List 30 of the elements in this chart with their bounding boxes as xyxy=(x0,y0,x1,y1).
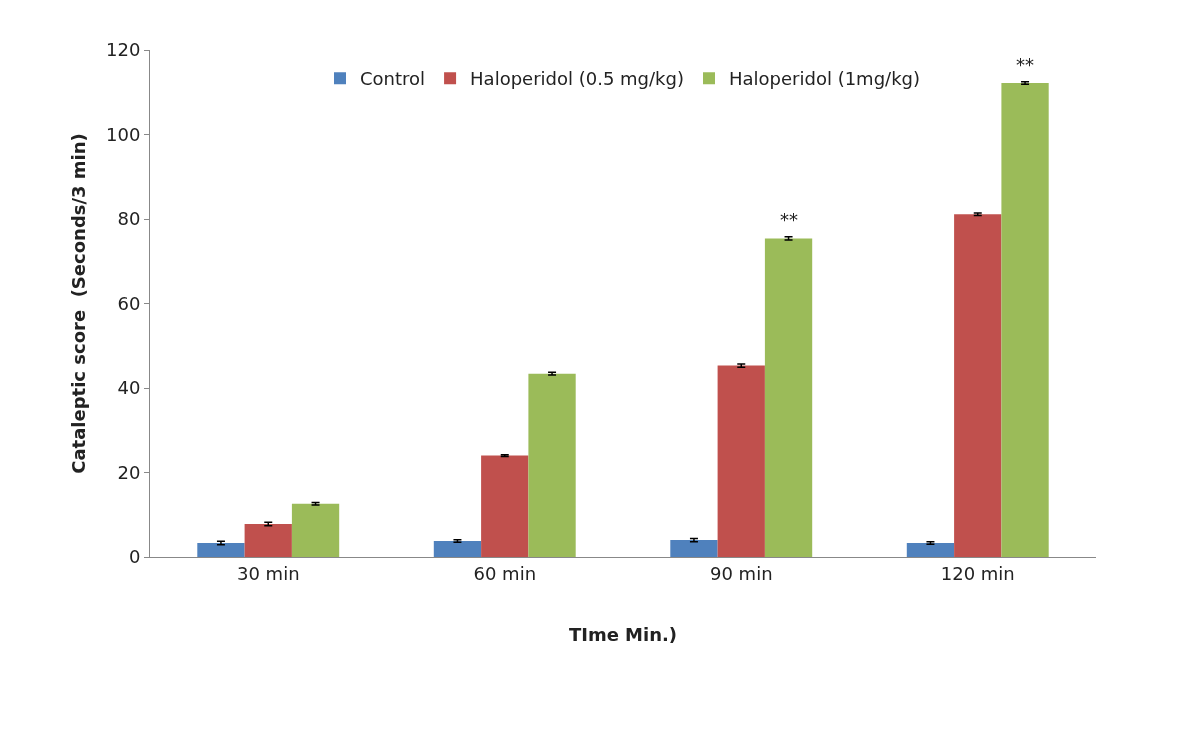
bar xyxy=(197,543,245,557)
y-tick-label: 100 xyxy=(106,123,141,145)
bar xyxy=(764,238,813,557)
legend-label: Haloperidol (1mg/kg) xyxy=(729,68,921,90)
annotation: ** xyxy=(780,209,798,230)
bar xyxy=(954,214,1002,557)
y-tick-label: 0 xyxy=(128,546,141,568)
bar xyxy=(717,365,765,557)
bar xyxy=(244,524,292,557)
x-tick-label: 60 min xyxy=(473,562,537,584)
y-tick-label: 120 xyxy=(106,39,141,61)
x-axis-title: TIme Min.) xyxy=(568,623,678,645)
bar xyxy=(481,455,529,557)
x-tick-label: 120 min xyxy=(940,562,1015,584)
bar xyxy=(528,373,576,557)
y-tick-label: 80 xyxy=(117,208,141,230)
y-tick-label: 20 xyxy=(117,461,141,483)
bar xyxy=(433,540,482,557)
legend-label: Haloperidol (0.5 mg/kg) xyxy=(470,68,684,90)
x-tick-label: 30 min xyxy=(236,562,300,584)
x-tick-label: 90 min xyxy=(709,562,773,584)
bar xyxy=(1001,82,1049,557)
annotation: ** xyxy=(1016,54,1034,75)
legend-label: Control xyxy=(360,68,426,90)
bar xyxy=(291,503,340,557)
bar xyxy=(906,543,955,557)
y-axis-title: Cataleptic score (Seconds/3 min) xyxy=(68,133,90,474)
y-tick-label: 60 xyxy=(117,292,141,314)
bar xyxy=(670,540,718,557)
y-tick-label: 40 xyxy=(117,377,141,399)
